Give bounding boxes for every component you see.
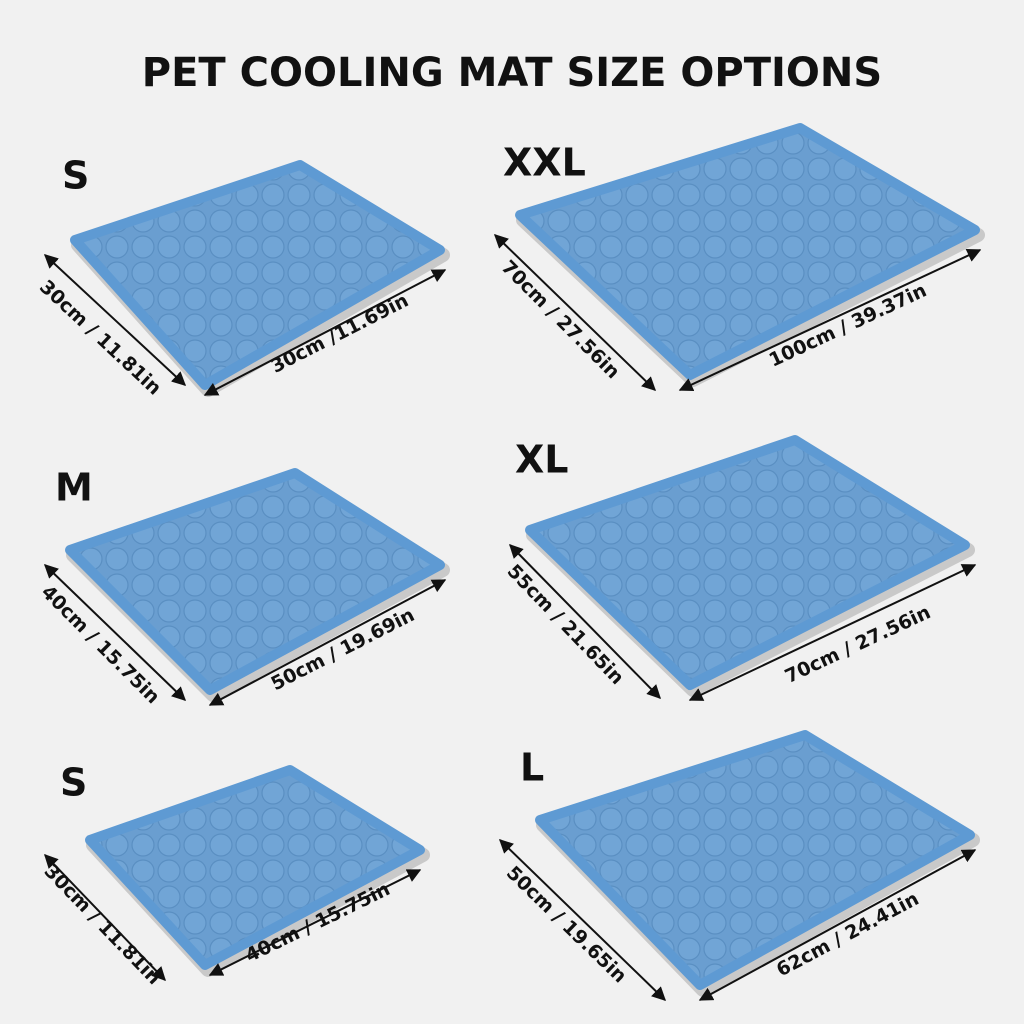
depth-arrow [509, 544, 661, 699]
size-label: S [62, 154, 89, 198]
width-arrow [208, 869, 422, 976]
size-label: XL [515, 438, 569, 482]
depth-arrow [493, 234, 657, 391]
width-arrow [203, 269, 447, 396]
size-label: L [520, 746, 544, 790]
size-label: S [60, 761, 87, 805]
cooling-mat [85, 765, 425, 970]
depth-arrow [498, 839, 667, 1001]
depth-arrow [43, 564, 187, 701]
width-arrow [208, 579, 447, 706]
width-arrow [698, 849, 977, 1001]
size-label: XXL [503, 141, 586, 185]
depth-arrow [43, 254, 187, 386]
depth-arrow [44, 853, 166, 982]
size-label: M [55, 466, 93, 510]
width-arrow [678, 248, 982, 392]
width-arrow [688, 564, 977, 701]
title: PET COOLING MAT SIZE OPTIONS [142, 50, 882, 96]
